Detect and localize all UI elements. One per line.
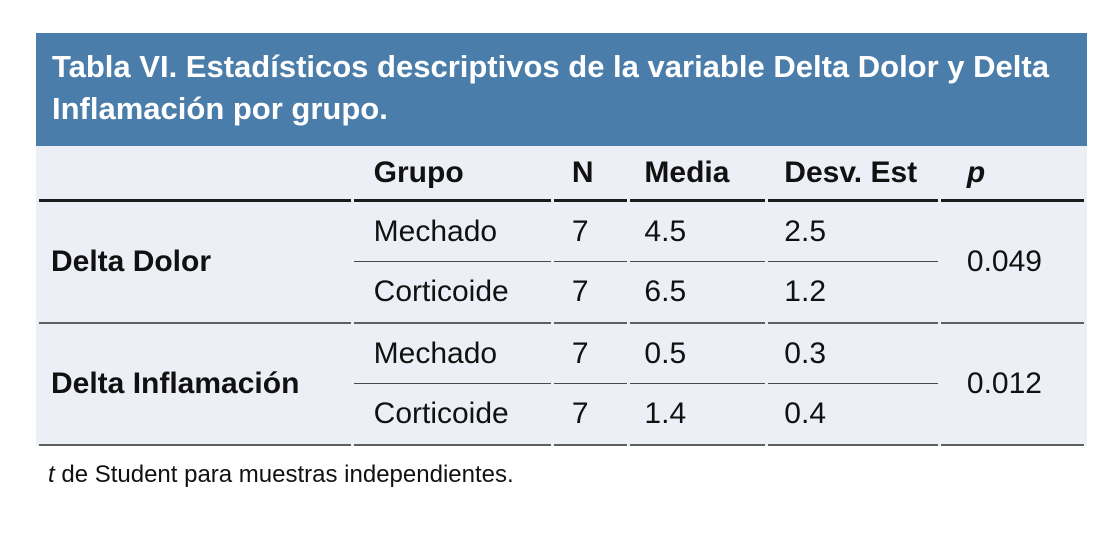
table-row: Delta Dolor Mechado 7 4.5 2.5 0.049 bbox=[39, 202, 1084, 324]
column-header-grupo: Grupo bbox=[353, 146, 551, 202]
cell-n: 7 bbox=[553, 202, 628, 263]
cell-media: 4.5 bbox=[630, 202, 766, 263]
table-title: Tabla VI. Estadísticos descriptivos de l… bbox=[36, 33, 1087, 146]
footnote-text: de Student para muestras independientes. bbox=[54, 461, 514, 488]
cell-media: 0.5 bbox=[630, 324, 766, 385]
cell-grupo: Mechado bbox=[353, 202, 551, 263]
column-header-variable bbox=[39, 146, 351, 202]
column-header-desv-est: Desv. Est bbox=[768, 146, 938, 202]
table-row: Corticoide 7 1.4 0.4 bbox=[39, 384, 1084, 446]
cell-grupo: Corticoide bbox=[353, 262, 551, 324]
cell-desv-est: 0.4 bbox=[768, 384, 938, 446]
row-header-delta-dolor: Delta Dolor bbox=[39, 202, 351, 324]
cell-grupo: Mechado bbox=[353, 324, 551, 385]
cell-desv-est: 0.3 bbox=[768, 324, 938, 385]
cell-grupo: Corticoide bbox=[353, 384, 551, 446]
cell-p-value: 0.012 bbox=[940, 324, 1084, 446]
cell-media: 1.4 bbox=[630, 384, 766, 446]
descriptive-statistics-table: Grupo N Media Desv. Est p Delta Dolor Me… bbox=[36, 146, 1087, 446]
cell-desv-est: 2.5 bbox=[768, 202, 938, 263]
table-footnote: t de Student para muestras independiente… bbox=[48, 461, 1087, 489]
cell-desv-est: 1.2 bbox=[768, 262, 938, 324]
cell-media: 6.5 bbox=[630, 262, 766, 324]
header-row: Grupo N Media Desv. Est p bbox=[39, 146, 1084, 202]
cell-n: 7 bbox=[553, 384, 628, 446]
statistics-table-container: Tabla VI. Estadísticos descriptivos de l… bbox=[36, 33, 1087, 489]
cell-n: 7 bbox=[553, 262, 628, 324]
cell-n: 7 bbox=[553, 324, 628, 385]
row-header-delta-inflamacion: Delta Inflamación bbox=[39, 324, 351, 446]
table-row: Corticoide 7 6.5 1.2 bbox=[39, 262, 1084, 324]
column-header-media: Media bbox=[630, 146, 766, 202]
table-row: Delta Inflamación Mechado 7 0.5 0.3 0.01… bbox=[39, 324, 1084, 446]
footnote-statistic-symbol: t bbox=[48, 461, 55, 488]
cell-p-value: 0.049 bbox=[940, 202, 1084, 324]
column-header-p: p bbox=[940, 146, 1084, 202]
column-header-n: N bbox=[553, 146, 628, 202]
